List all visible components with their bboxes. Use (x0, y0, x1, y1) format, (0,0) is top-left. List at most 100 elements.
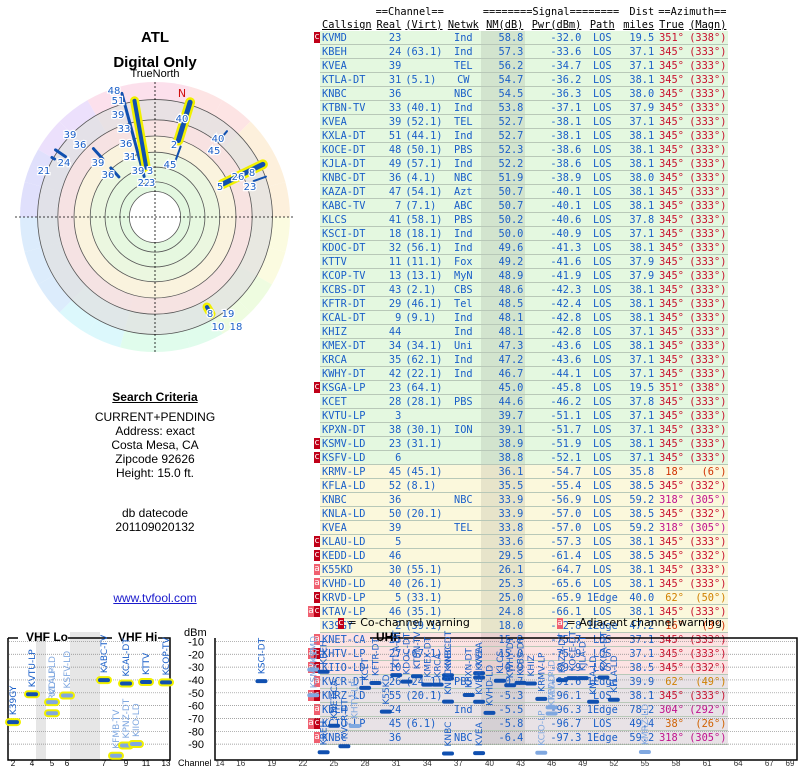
callsign: KVEA (320, 520, 374, 535)
network: NBC (445, 730, 481, 745)
azimuth-true: 345° (656, 198, 686, 213)
signal-bar (307, 667, 320, 672)
virtual-channel (403, 450, 446, 465)
distance: 38.1 (621, 604, 657, 619)
station-row[interactable]: c KLAU-LD 5 33.6 -57.3 LOS 38.1 345° (333°) (306, 534, 729, 549)
station-row[interactable]: KOCE-DT 48 (50.1) PBS 52.3 -38.6 LOS 38.1 345° (3… (306, 142, 729, 157)
power: -36.2 (525, 72, 584, 87)
station-row[interactable]: a KNBC 36 NBC -6.4 -97.3 1Edge 59.2 318° (305°) (306, 730, 729, 745)
station-row[interactable]: KAZA-DT 47 (54.1) Azt 50.7 -40.1 LOS 38.1 345° (3… (306, 184, 729, 199)
signal-bar (317, 750, 330, 755)
channel-group-header: ==Channel== (375, 5, 444, 18)
signal-bar-label: KMRZ-LD (641, 704, 651, 745)
station-row[interactable]: KMEX-DT 34 (34.1) Uni 47.3 -43.6 LOS 38.1 345° (3… (306, 338, 729, 353)
azimuth-magnetic: (333°) (685, 310, 729, 325)
network: PBS (445, 142, 481, 157)
virtual-channel: (22.1) (403, 366, 446, 381)
station-row[interactable]: KRMV-LP 45 (45.1) 36.1 -54.7 LOS 35.8 18° (6°) (306, 464, 729, 479)
signal-bar (535, 750, 548, 755)
callsign: KHTV-LP (320, 646, 374, 661)
real-channel: 39 (373, 520, 404, 535)
x-tick-label: 52 (609, 759, 618, 768)
y-tick-label: -50 (188, 688, 204, 700)
path: LOS (583, 576, 622, 591)
virtual-channel: (39.1) (403, 618, 446, 633)
station-row[interactable]: KTBN-TV 33 (40.1) Ind 53.8 -37.1 LOS 37.9 345° (3… (306, 100, 729, 115)
tvfool-link[interactable]: www.tvfool.com (113, 591, 197, 605)
station-row[interactable]: KTLA-DT 31 (5.1) CW 54.7 -36.2 LOS 38.1 345° (333… (306, 72, 729, 87)
noise-margin: 51.9 (480, 170, 526, 185)
station-row[interactable]: KNBC-DT 36 (4.1) NBC 51.9 -38.9 LOS 38.0 345° (33… (306, 170, 729, 185)
station-row[interactable]: KFTR-DT 29 (46.1) Tel 48.5 -42.4 LOS 38.1 345° (3… (306, 296, 729, 311)
station-row[interactable]: ac KTAV-LP 46 (35.1) 24.8 -66.1 LOS 38.1 345° (33… (306, 604, 729, 619)
station-row[interactable]: c KEDD-LD 46 29.5 -61.4 LOS 38.5 345° (332°) (306, 548, 729, 563)
network: Ind (445, 352, 481, 367)
station-row[interactable]: KCOP-TV 13 (13.1) MyN 48.9 -41.9 LOS 37.9 345° (3… (306, 268, 729, 283)
station-row[interactable]: c KVMD 23 Ind 58.8 -32.0 LOS 19.5 351° (338°) (306, 31, 729, 45)
station-row[interactable]: KLCS 41 (58.1) PBS 50.2 -40.6 LOS 37.8 345° (333°… (306, 212, 729, 227)
virtual-channel (403, 492, 446, 507)
x-tick-label: 49 (578, 759, 587, 768)
adjacent-warning-icon: a (308, 648, 314, 659)
station-row[interactable]: KABC-TV 7 (7.1) ABC 50.7 -40.1 LOS 38.1 345° (333… (306, 198, 729, 213)
station-row[interactable]: a K55KD 30 (55.1) 26.1 -64.7 LOS 38.1 345° (333°) (306, 562, 729, 577)
callsign: KBEH (320, 702, 374, 717)
station-row[interactable]: KCBS-DT 43 (2.1) CBS 48.6 -42.3 LOS 38.1 345° (33… (306, 282, 729, 297)
station-row[interactable]: KVTU-LP 3 39.7 -51.1 LOS 37.1 345° (333°) (306, 408, 729, 423)
station-row[interactable]: ac KHTV-LP 27 (67.1) 15.0 -75.9 LOS 37.1 345° (33… (306, 646, 729, 661)
station-row[interactable]: c KSFV-LD 6 38.8 -52.1 LOS 37.1 345° (333°) (306, 450, 729, 465)
station-row[interactable]: KNBC 36 NBC 33.9 -56.9 LOS 59.2 318° (305°) (306, 492, 729, 507)
warning-flags (306, 492, 320, 507)
real-channel: 7 (373, 198, 404, 213)
station-row[interactable]: KNBC 36 NBC 54.5 -36.3 LOS 38.0 345° (333°) (306, 86, 729, 101)
station-row[interactable]: KVEA 39 TEL 33.8 -57.0 LOS 59.2 318° (305°) (306, 520, 729, 535)
station-row[interactable]: KVEA 39 TEL 56.2 -34.7 LOS 37.1 345° (333°) (306, 58, 729, 73)
distance: 37.1 (621, 44, 657, 59)
azimuth-true: 345° (656, 436, 686, 451)
signal-bar-label: KHIZ (527, 655, 537, 677)
station-row[interactable]: a KNET-CA 25 15.2 -75.7 LOS 37.1 345° (333°) (306, 632, 729, 647)
callsign: KNBC (320, 86, 374, 101)
station-row[interactable]: KSCI-DT 18 (18.1) Ind 50.0 -40.9 LOS 37.1 345° (3… (306, 226, 729, 241)
station-row[interactable]: KCAL-DT 9 (9.1) Ind 48.1 -42.8 LOS 38.1 345° (333… (306, 310, 729, 325)
polar-channel-label: 45 (208, 146, 221, 157)
virtual-channel: (56.1) (403, 240, 446, 255)
distance: 37.1 (621, 324, 657, 339)
azimuth-magnetic: (333°) (685, 450, 729, 465)
signal-bar (98, 678, 110, 683)
warning-flags: a (306, 702, 320, 717)
warning-flags: ac (306, 604, 320, 619)
station-row[interactable]: KHIZ 44 Ind 48.1 -42.8 LOS 37.1 345° (333°) (306, 324, 729, 339)
signal-bar (255, 679, 268, 684)
station-row[interactable]: c KSGA-LP 23 (64.1) 45.0 -45.8 LOS 19.5 351° (338… (306, 380, 729, 395)
warning-flags (306, 506, 320, 521)
noise-margin: 46.7 (480, 366, 526, 381)
distance: 38.1 (621, 534, 657, 549)
station-row[interactable]: KFLA-LD 52 (8.1) 35.5 -55.4 LOS 38.5 345° (332°) (306, 478, 729, 493)
station-row[interactable]: KNLA-LD 50 (20.1) 33.9 -57.0 LOS 38.5 345° (332°… (306, 506, 729, 521)
x-tick-label: 61 (703, 759, 712, 768)
station-row[interactable]: ac KCIO-LP 45 (6.1) -5.8 -96.7 LOS 49.4 38° (26°) (306, 716, 729, 731)
warning-flags (306, 296, 320, 311)
polar-bearing-38 (216, 130, 228, 143)
vhf-gap-shade (70, 632, 100, 760)
station-row[interactable]: KWHY-DT 42 (22.1) Ind 46.7 -44.1 LOS 37.1 345° (3… (306, 366, 729, 381)
station-row[interactable]: KDOC-DT 32 (56.1) Ind 49.6 -41.3 LOS 38.1 345° (3… (306, 240, 729, 255)
station-row[interactable]: c KSMV-LD 23 (31.1) 38.9 -51.9 LOS 38.1 345° (333… (306, 436, 729, 451)
station-row[interactable]: KPXN-DT 38 (30.1) ION 39.1 -51.7 LOS 37.1 345° (3… (306, 422, 729, 437)
distance: 59.2 (621, 520, 657, 535)
station-row[interactable]: KVEA 39 (52.1) TEL 52.7 -38.1 LOS 37.1 345° (333°… (306, 114, 729, 129)
station-row[interactable]: KCET 28 (28.1) PBS 44.6 -46.2 LOS 37.8 345° (333°… (306, 394, 729, 409)
station-row[interactable]: KXLA-DT 51 (44.1) Ind 52.7 -38.1 LOS 38.1 345° (3… (306, 128, 729, 143)
station-row[interactable]: a KVHD-LD 40 (26.1) 25.3 -65.6 LOS 38.1 345° (333… (306, 576, 729, 591)
station-row[interactable]: KBEH 24 (63.1) Ind 57.3 -33.6 LOS 37.1 345° (333°… (306, 44, 729, 59)
station-row[interactable]: c KRVD-LP 5 (33.1) 25.0 -65.9 1Edge 40.0 62° (50°… (306, 590, 729, 605)
adjacent-warning-icon: a (308, 718, 314, 729)
station-row[interactable]: KRCA 35 (62.1) Ind 47.2 -43.6 LOS 37.1 345° (333°… (306, 352, 729, 367)
station-row[interactable]: KTTV 11 (11.1) Fox 49.2 -41.6 LOS 37.9 345° (333°… (306, 254, 729, 269)
column-header: Pwr(dBm) (531, 18, 582, 31)
power: -46.2 (525, 394, 584, 409)
station-row[interactable]: KJLA-DT 49 (57.1) Ind 52.2 -38.6 LOS 38.1 345° (3… (306, 156, 729, 171)
